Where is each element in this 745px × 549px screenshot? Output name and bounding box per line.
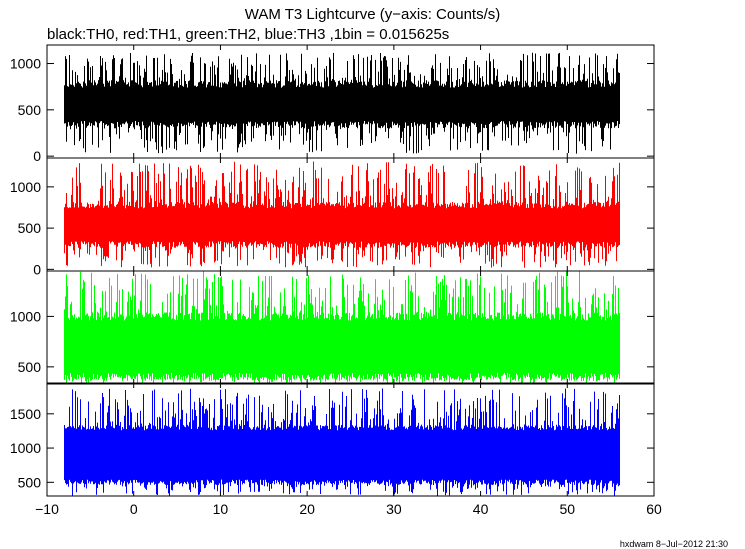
x-tick-label: 10 (213, 501, 229, 517)
x-tick-label: −10 (35, 501, 59, 517)
chart-title: WAM T3 Lightcurve (y−axis: Counts/s) (244, 6, 501, 23)
y-tick-label: 1000 (10, 308, 41, 324)
panel-frame-th3 (46, 382, 655, 497)
footer-credit: hxdwam 8−Jul−2012 21:30 (619, 539, 728, 549)
x-tick-label: 0 (130, 501, 138, 517)
x-tick-label: 60 (646, 501, 662, 517)
y-tick-label: 1000 (10, 440, 41, 456)
y-tick-label: 1000 (10, 56, 41, 72)
series-th2-line (64, 271, 620, 384)
y-tick-label: 500 (18, 359, 42, 375)
x-tick-label: 30 (386, 501, 402, 517)
series-th3-line (64, 388, 620, 496)
y-tick-label: 500 (18, 220, 42, 236)
series-th1-line (64, 161, 620, 268)
y-tick-label: 0 (33, 261, 41, 277)
y-tick-label: 0 (33, 148, 41, 164)
chart-subtitle: black:TH0, red:TH1, green:TH2, blue:TH3 … (47, 26, 450, 43)
x-tick-label: 50 (559, 501, 575, 517)
series-th0-line (64, 52, 620, 154)
y-tick-label: 500 (18, 474, 42, 490)
panel-frame-th2 (46, 270, 655, 385)
y-tick-label: 500 (18, 102, 42, 118)
y-tick-label: 1000 (10, 179, 41, 195)
x-tick-label: 40 (473, 501, 489, 517)
x-tick-label: 20 (299, 501, 315, 517)
y-tick-label: 1500 (10, 406, 41, 422)
